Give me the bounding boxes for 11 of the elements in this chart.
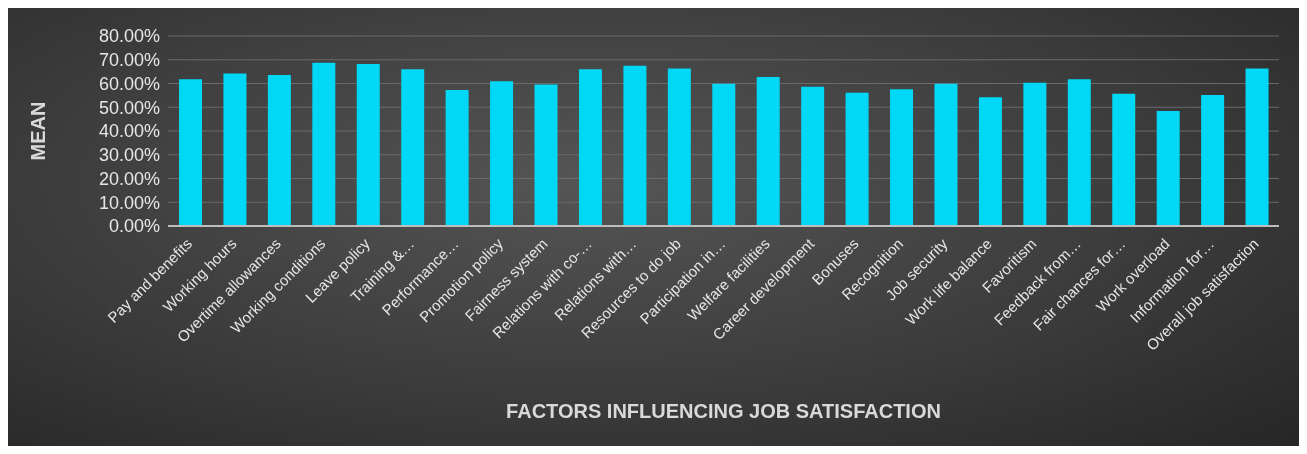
y-tick-label: 60.00% xyxy=(98,73,160,94)
y-tick-label: 40.00% xyxy=(98,121,160,142)
y-tick-label: 70.00% xyxy=(98,50,160,71)
x-axis-title: FACTORS INFLUENCING JOB SATISFACTION xyxy=(506,400,941,422)
y-axis-title: MEAN xyxy=(27,101,50,161)
y-tick-label: 0.00% xyxy=(108,216,160,237)
y-tick-label: 50.00% xyxy=(98,97,160,118)
y-tick-label: 20.00% xyxy=(98,168,160,189)
y-tick-label: 30.00% xyxy=(98,145,160,166)
y-tick-label: 10.00% xyxy=(98,192,160,213)
y-tick-label: 80.00% xyxy=(98,26,160,47)
